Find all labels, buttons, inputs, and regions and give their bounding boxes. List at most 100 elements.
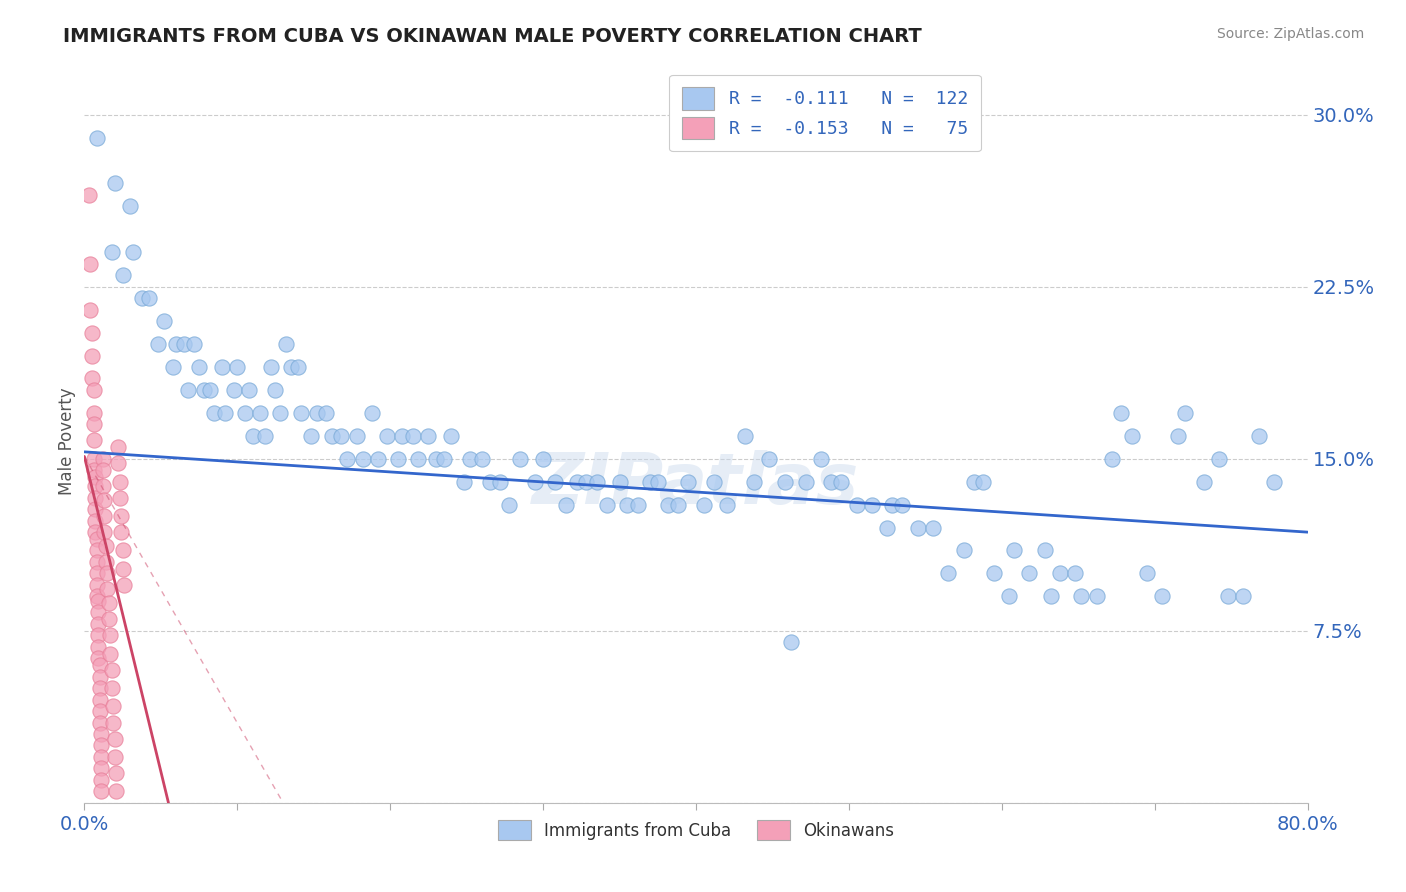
Point: [402, 429, 425, 443]
Point: [425, 451, 447, 466]
Point: [101, 663, 124, 677]
Point: [321, 429, 343, 443]
Point: [77, 188, 100, 202]
Point: [1101, 451, 1123, 466]
Point: [876, 520, 898, 534]
Point: [1174, 406, 1197, 420]
Point: [936, 566, 959, 581]
Point: [83, 463, 105, 477]
Point: [91, 479, 114, 493]
Point: [80, 371, 103, 385]
Text: Source: ZipAtlas.com: Source: ZipAtlas.com: [1216, 27, 1364, 41]
Point: [269, 406, 291, 420]
Point: [391, 429, 413, 443]
Point: [433, 451, 456, 466]
Point: [998, 590, 1021, 604]
Point: [86, 532, 108, 546]
Point: [84, 479, 107, 493]
Point: [1064, 566, 1087, 581]
Point: [692, 498, 714, 512]
Point: [98, 628, 121, 642]
Point: [90, 727, 112, 741]
Point: [101, 681, 124, 695]
Point: [93, 509, 115, 524]
Point: [498, 498, 520, 512]
Point: [891, 498, 914, 512]
Point: [93, 493, 115, 508]
Point: [315, 406, 337, 420]
Point: [352, 451, 374, 466]
Point: [524, 475, 547, 489]
Point: [84, 502, 107, 516]
Point: [596, 498, 619, 512]
Point: [742, 475, 765, 489]
Point: [952, 543, 974, 558]
Point: [97, 596, 120, 610]
Point: [90, 761, 112, 775]
Point: [638, 475, 661, 489]
Point: [233, 406, 256, 420]
Point: [87, 640, 110, 654]
Point: [87, 628, 110, 642]
Point: [1039, 590, 1062, 604]
Point: [90, 784, 112, 798]
Point: [94, 555, 117, 569]
Point: [703, 475, 725, 489]
Point: [96, 566, 118, 581]
Point: [93, 525, 115, 540]
Point: [173, 337, 195, 351]
Point: [972, 475, 994, 489]
Point: [97, 612, 120, 626]
Legend: Immigrants from Cuba, Okinawans: Immigrants from Cuba, Okinawans: [489, 812, 903, 848]
Point: [193, 383, 215, 397]
Point: [84, 514, 107, 528]
Point: [280, 359, 302, 374]
Point: [458, 451, 481, 466]
Point: [122, 245, 145, 260]
Point: [1136, 566, 1159, 581]
Point: [107, 456, 129, 470]
Point: [89, 715, 111, 730]
Point: [86, 578, 108, 592]
Point: [249, 406, 271, 420]
Point: [214, 406, 236, 420]
Point: [108, 475, 131, 489]
Point: [101, 245, 124, 260]
Text: IMMIGRANTS FROM CUBA VS OKINAWAN MALE POVERTY CORRELATION CHART: IMMIGRANTS FROM CUBA VS OKINAWAN MALE PO…: [63, 27, 922, 45]
Point: [104, 731, 127, 746]
Point: [1216, 590, 1239, 604]
Point: [83, 451, 105, 466]
Point: [1208, 451, 1230, 466]
Point: [110, 509, 132, 524]
Point: [657, 498, 679, 512]
Point: [509, 451, 531, 466]
Point: [1167, 429, 1189, 443]
Point: [103, 699, 125, 714]
Point: [86, 590, 108, 604]
Point: [963, 475, 986, 489]
Point: [907, 520, 929, 534]
Point: [79, 257, 101, 271]
Point: [89, 692, 111, 706]
Point: [131, 291, 153, 305]
Point: [830, 475, 852, 489]
Point: [226, 359, 249, 374]
Point: [86, 566, 108, 581]
Point: [290, 406, 312, 420]
Point: [346, 429, 368, 443]
Point: [489, 475, 512, 489]
Point: [555, 498, 578, 512]
Point: [111, 543, 134, 558]
Point: [260, 359, 283, 374]
Point: [1192, 475, 1215, 489]
Point: [86, 130, 108, 145]
Point: [678, 475, 700, 489]
Point: [84, 525, 107, 540]
Point: [90, 739, 112, 753]
Point: [153, 314, 176, 328]
Point: [87, 616, 110, 631]
Text: ZIPatlas: ZIPatlas: [533, 450, 859, 519]
Point: [758, 451, 780, 466]
Point: [616, 498, 638, 512]
Point: [585, 475, 607, 489]
